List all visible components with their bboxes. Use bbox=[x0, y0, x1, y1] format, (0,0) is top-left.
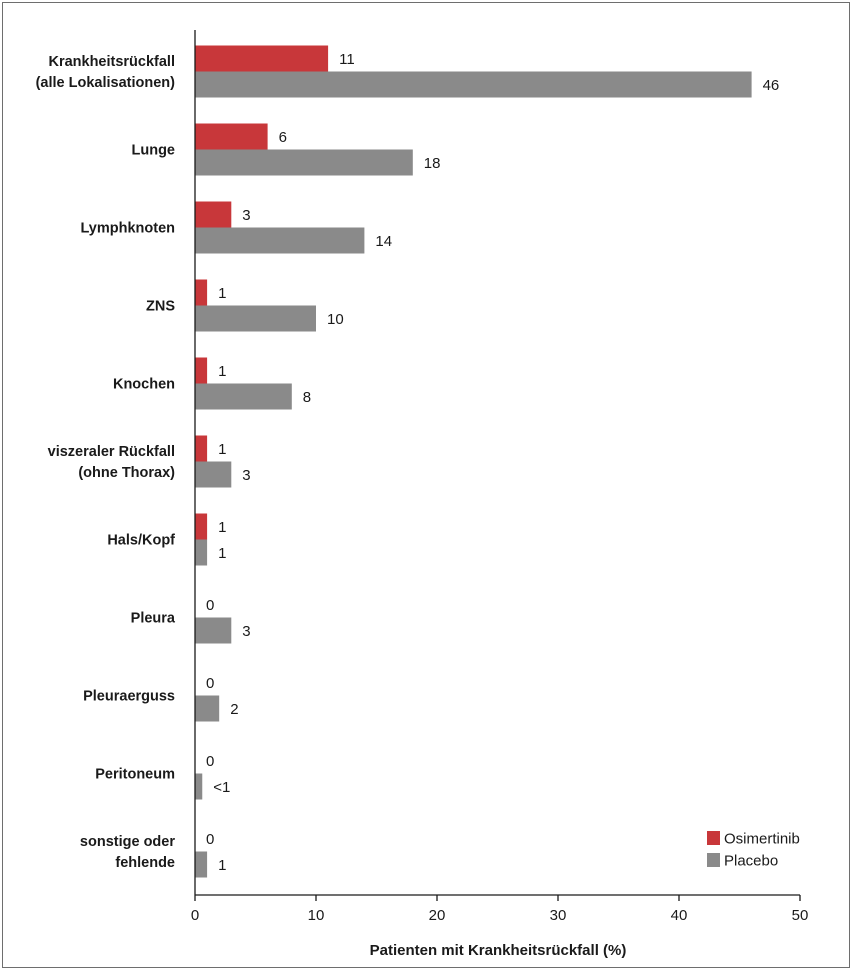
placebo-value-label: 1 bbox=[218, 857, 226, 874]
category-label: Peritoneum bbox=[95, 767, 175, 783]
placebo-value-label: 14 bbox=[375, 233, 392, 250]
osimertinib-bar bbox=[195, 513, 208, 540]
placebo-value-label: 46 bbox=[763, 77, 780, 94]
placebo-value-label: 18 bbox=[424, 155, 441, 172]
placebo-value-label: <1 bbox=[213, 779, 230, 796]
placebo-bar bbox=[195, 305, 316, 332]
category-label: Pleura bbox=[131, 611, 176, 627]
legend-swatch bbox=[707, 831, 720, 845]
osimertinib-value-label: 0 bbox=[206, 675, 214, 692]
placebo-bar bbox=[195, 695, 220, 722]
category-label: viszeraler Rückfall bbox=[48, 444, 175, 460]
legend-label: Osimertinib bbox=[724, 831, 800, 848]
placebo-value-label: 1 bbox=[218, 545, 226, 562]
osimertinib-bar bbox=[195, 357, 208, 384]
placebo-value-label: 3 bbox=[242, 623, 250, 640]
category-label: (ohne Thorax) bbox=[78, 465, 175, 481]
bars-layer bbox=[195, 45, 752, 878]
category-label: Lunge bbox=[132, 143, 176, 159]
placebo-bar bbox=[195, 227, 365, 254]
x-axis: 0 10 20 30 40 50 bbox=[191, 30, 809, 924]
osimertinib-value-label: 6 bbox=[279, 129, 287, 146]
osimertinib-bar bbox=[195, 435, 208, 462]
placebo-bar bbox=[195, 617, 232, 644]
legend: Osimertinib Placebo bbox=[707, 831, 800, 870]
osimertinib-value-label: 11 bbox=[339, 51, 355, 68]
legend-swatch bbox=[707, 853, 720, 867]
category-label: Lymphknoten bbox=[80, 221, 175, 237]
placebo-value-label: 8 bbox=[303, 389, 311, 406]
x-axis-title: Patienten mit Krankheitsrückfall (%) bbox=[370, 942, 627, 959]
labels-layer: Krankheitsrückfall (alle Lokalisationen) 1… bbox=[36, 51, 780, 874]
placebo-bar bbox=[195, 851, 208, 878]
osimertinib-value-label: 0 bbox=[206, 597, 214, 614]
osimertinib-value-label: 1 bbox=[218, 441, 226, 458]
placebo-value-label: 3 bbox=[242, 467, 250, 484]
category-label: fehlende bbox=[115, 855, 175, 871]
x-tick-label: 30 bbox=[550, 907, 567, 924]
legend-label: Placebo bbox=[724, 853, 778, 870]
osimertinib-bar bbox=[195, 123, 268, 150]
placebo-bar bbox=[195, 773, 203, 800]
placebo-bar bbox=[195, 461, 232, 488]
osimertinib-value-label: 0 bbox=[206, 831, 214, 848]
placebo-bar bbox=[195, 539, 208, 566]
x-tick-label: 50 bbox=[792, 907, 809, 924]
osimertinib-bar bbox=[195, 279, 208, 306]
category-label: Knochen bbox=[113, 377, 175, 393]
osimertinib-value-label: 3 bbox=[242, 207, 250, 224]
placebo-bar bbox=[195, 149, 413, 176]
osimertinib-value-label: 1 bbox=[218, 285, 226, 302]
category-label: Pleuraerguss bbox=[83, 689, 175, 705]
osimertinib-value-label: 0 bbox=[206, 753, 214, 770]
placebo-bar bbox=[195, 383, 292, 410]
category-label: sonstige oder bbox=[80, 834, 175, 850]
x-tick-label: 10 bbox=[308, 907, 325, 924]
osimertinib-value-label: 1 bbox=[218, 363, 226, 380]
category-label: (alle Lokalisationen) bbox=[36, 75, 176, 91]
placebo-value-label: 2 bbox=[230, 701, 238, 718]
category-label: Krankheitsrückfall bbox=[48, 54, 175, 70]
osimertinib-value-label: 1 bbox=[218, 519, 226, 536]
category-label: Hals/Kopf bbox=[107, 533, 175, 549]
x-tick-label: 20 bbox=[429, 907, 446, 924]
osimertinib-bar bbox=[195, 45, 329, 72]
x-tick-label: 40 bbox=[671, 907, 688, 924]
category-label: ZNS bbox=[146, 299, 175, 315]
placebo-value-label: 10 bbox=[327, 311, 344, 328]
osimertinib-bar bbox=[195, 201, 232, 228]
placebo-bar bbox=[195, 71, 752, 98]
x-tick-label: 0 bbox=[191, 907, 199, 924]
